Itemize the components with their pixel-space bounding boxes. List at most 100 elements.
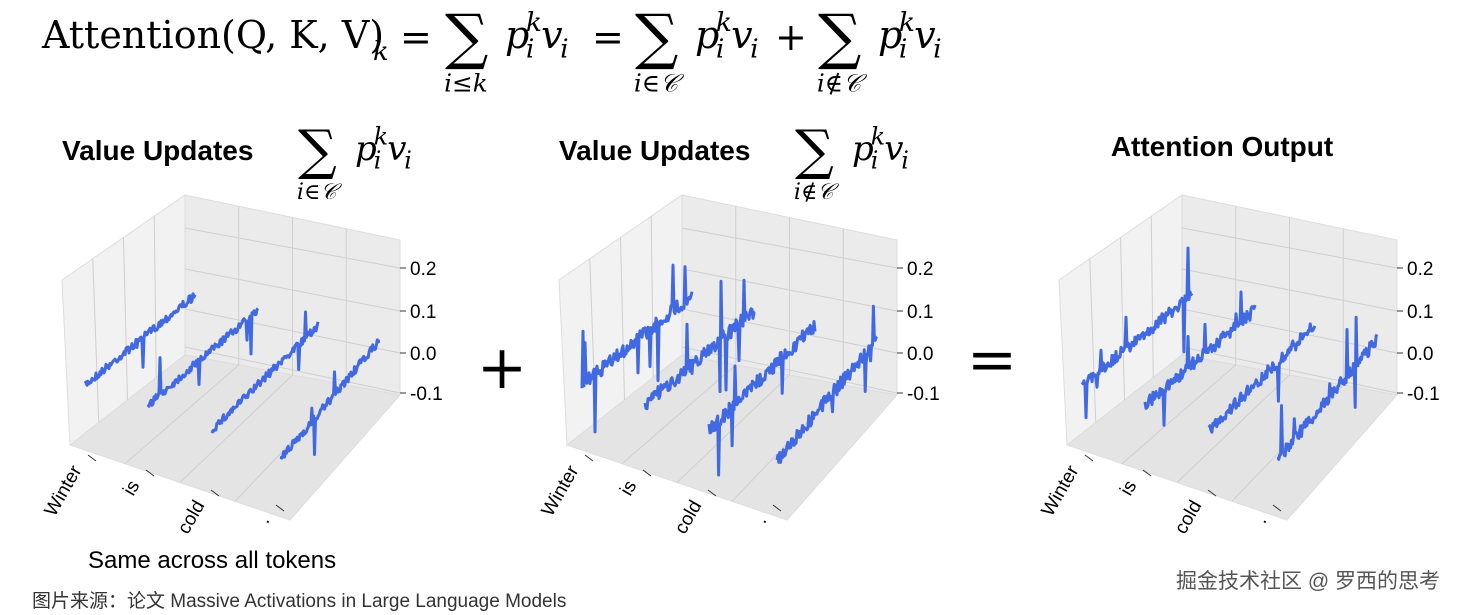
p: p: [505, 13, 529, 57]
x-tick: [707, 489, 717, 497]
grid-line: [123, 237, 128, 401]
grid-line: [1176, 374, 1290, 483]
operator: +: [477, 333, 527, 403]
p-sup: k: [899, 7, 915, 38]
grid-line: [1120, 237, 1125, 401]
v: v: [914, 13, 936, 57]
token-label: .: [1251, 512, 1272, 527]
sum-symbol: ∑: [818, 3, 861, 73]
z-tick-label: 0.2: [410, 259, 436, 280]
grid-line: [184, 308, 401, 354]
token-label: Winter: [41, 461, 87, 520]
grid-line: [650, 216, 654, 378]
grid-line: [1181, 346, 1398, 394]
x-tick: [1207, 489, 1217, 497]
sum-range: i∉𝒞: [817, 69, 868, 98]
trace: [643, 278, 756, 411]
x-tick: [584, 454, 594, 462]
grid-line: [184, 268, 401, 312]
x-tick: [1272, 504, 1282, 512]
v: v: [541, 13, 563, 57]
token-label: Winter: [538, 461, 584, 520]
p-sup: k: [871, 123, 885, 151]
token-label: is: [1116, 477, 1141, 499]
p-sub: i: [899, 34, 908, 65]
p-sup: k: [716, 7, 732, 38]
p-sub: i: [716, 34, 725, 65]
v-sub: i: [560, 34, 569, 65]
x-tick: [642, 469, 652, 477]
v: v: [387, 129, 406, 169]
z-tick-label: 0.2: [907, 259, 933, 280]
p: p: [852, 129, 874, 169]
token-label: is: [616, 477, 641, 499]
token-label: is: [119, 477, 144, 499]
trace: [83, 292, 197, 387]
p-sub: i: [871, 147, 879, 175]
grid-line: [620, 237, 625, 401]
grid-line: [184, 346, 401, 394]
grid-line: [1181, 227, 1398, 269]
sum-range: i∉𝒞: [794, 179, 839, 205]
grid-line: [179, 374, 293, 483]
x-tick: [145, 469, 155, 477]
sum-range: i≤k: [444, 69, 488, 98]
x-tick: [210, 489, 220, 497]
z-tick-label: 0.2: [1407, 259, 1433, 280]
grid-line: [1121, 364, 1237, 465]
z-tick-label: 0.1: [907, 302, 933, 323]
x-tick: [1084, 454, 1094, 462]
sum-symbol: ∑: [445, 3, 488, 73]
v-sub: i: [750, 34, 759, 65]
operator: =: [967, 325, 1017, 395]
floor: [68, 354, 401, 521]
p: p: [878, 13, 902, 57]
panel: Attention Output 0.2 0.1 0.0 -0.1 Winter is col…: [1038, 131, 1440, 538]
x-tick: [772, 504, 782, 512]
sum-range: i∈𝒞: [634, 69, 685, 98]
grid-line: [1150, 216, 1154, 378]
z-tick-label: 0.1: [410, 302, 436, 323]
caption: 图片来源：论文 Massive Activations in Large Lan…: [32, 590, 566, 612]
equals: =: [400, 15, 432, 59]
sum-symbol: ∑: [298, 119, 337, 182]
token-label: .: [254, 512, 275, 527]
token-label: cold: [174, 497, 210, 538]
token-label: Winter: [1038, 461, 1084, 520]
trace: [146, 307, 260, 408]
p: p: [695, 13, 719, 57]
trace: [1080, 246, 1194, 420]
panel: Value Updates ∑i∉𝒞 pki vi 0.2 0.1 0.0 -0.1 Winte…: [538, 119, 940, 538]
grid-line: [1181, 268, 1398, 312]
p-sub: i: [374, 147, 382, 175]
trace: [775, 304, 878, 464]
trace: [210, 310, 320, 434]
token-label: cold: [671, 497, 707, 538]
z-tick-label: -0.1: [1407, 384, 1440, 405]
trace: [1143, 290, 1257, 427]
equals: =: [592, 15, 624, 59]
grid-line: [92, 258, 100, 423]
z-tick-label: 0.0: [410, 344, 436, 365]
v-sub: i: [933, 34, 942, 65]
grid-line: [681, 308, 898, 354]
trace: [1207, 322, 1317, 434]
p-sub: i: [526, 34, 535, 65]
watermark: 掘金技术社区 @ 罗西的思考: [1176, 570, 1440, 593]
panel-title: Value Updates: [559, 135, 750, 166]
sum-range: i∈𝒞: [297, 179, 342, 205]
v-sub: i: [901, 147, 909, 175]
z-tick-label: 0.1: [1407, 302, 1433, 323]
grid-line: [124, 364, 240, 465]
sum-symbol: ∑: [795, 119, 834, 182]
trace: [279, 338, 381, 460]
trace: [580, 263, 694, 434]
v: v: [731, 13, 753, 57]
z-tick-label: 0.0: [1407, 344, 1433, 365]
x-tick: [275, 504, 285, 512]
grid-line: [153, 216, 157, 378]
note: Same across all tokens: [88, 547, 336, 574]
x-tick: [1142, 469, 1152, 477]
